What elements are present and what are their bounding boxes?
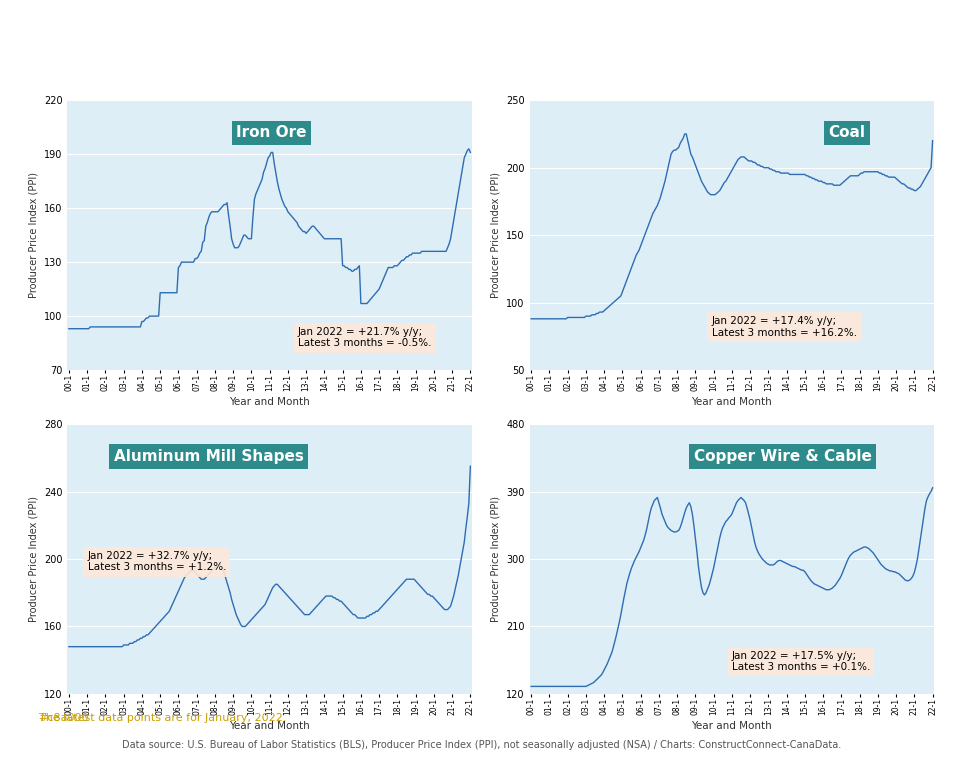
Text: Jan 2022 = +21.7% y/y;
Latest 3 months = -0.5%.: Jan 2022 = +21.7% y/y; Latest 3 months =… <box>298 327 431 348</box>
Text: Jan 2022 = +32.7% y/y;
Latest 3 months = +1.2%.: Jan 2022 = +32.7% y/y; Latest 3 months =… <box>88 550 226 572</box>
X-axis label: Year and Month: Year and Month <box>691 721 772 731</box>
Text: U.S. Construction Material Costs (4) – BASE INPUTS: U.S. Construction Material Costs (4) – B… <box>221 27 742 45</box>
Text: Aluminum Mill Shapes: Aluminum Mill Shapes <box>114 449 304 464</box>
Text: Jan 2022 = +17.5% y/y;
Latest 3 months = +0.1%.: Jan 2022 = +17.5% y/y; Latest 3 months =… <box>732 651 871 672</box>
X-axis label: Year and Month: Year and Month <box>229 721 310 731</box>
Text: From Producer Price Index (PPI) Series: From Producer Price Index (PPI) Series <box>285 52 678 70</box>
Y-axis label: Producer Price Index (PPI): Producer Price Index (PPI) <box>491 496 501 622</box>
X-axis label: Year and Month: Year and Month <box>229 397 310 407</box>
Text: Copper Wire & Cable: Copper Wire & Cable <box>693 449 872 464</box>
X-axis label: Year and Month: Year and Month <box>691 397 772 407</box>
Text: The latest data points are for January, 2022.: The latest data points are for January, … <box>39 713 286 723</box>
Text: Data source: U.S. Bureau of Labor Statistics (BLS), Producer Price Index (PPI), : Data source: U.S. Bureau of Labor Statis… <box>122 740 841 750</box>
Y-axis label: Producer Price Index (PPI): Producer Price Index (PPI) <box>28 172 39 298</box>
Text: #c8a000: #c8a000 <box>39 713 89 723</box>
Text: Iron Ore: Iron Ore <box>236 125 307 140</box>
Y-axis label: Producer Price Index (PPI): Producer Price Index (PPI) <box>29 496 39 622</box>
Text: Jan 2022 = +17.4% y/y;
Latest 3 months = +16.2%.: Jan 2022 = +17.4% y/y; Latest 3 months =… <box>712 316 857 338</box>
Y-axis label: Producer Price Index (PPI): Producer Price Index (PPI) <box>490 172 501 298</box>
Text: Coal: Coal <box>828 125 866 140</box>
